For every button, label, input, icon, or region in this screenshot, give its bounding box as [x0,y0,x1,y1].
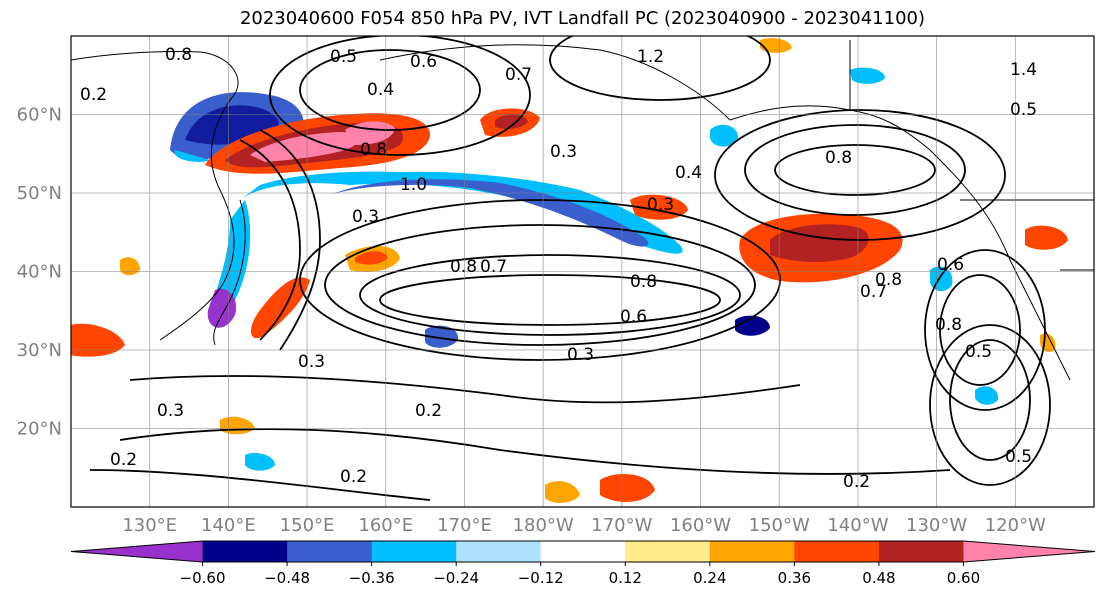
contour-label: 0.3 [298,352,325,372]
longitude-tick-label: 150°W [749,515,810,536]
contour-label: 0.5 [965,342,992,362]
contour-label: 0.3 [647,195,674,215]
colorbar-tick-label: 0.48 [862,569,895,587]
colorbar-swatch [202,541,288,562]
map-title: 2023040600 F054 850 hPa PV, IVT Landfall… [239,8,926,29]
colorbar-tick-label: −0.12 [518,569,564,587]
longitude-tick-label: 130°E [122,515,177,536]
contour-label: 0.8 [935,315,962,335]
contour-label: 0.6 [620,307,647,327]
colorbar-swatch [963,541,1095,562]
colorbar-tick-label: 0.60 [947,569,980,587]
longitude-tick-label: 180°W [513,515,574,536]
colorbar-tick-label: −0.24 [433,569,479,587]
longitude-tick-label: 160°W [670,515,731,536]
contour-label: 1.0 [400,175,427,195]
contour-label: 0.8 [875,270,902,290]
contour-label: 0.2 [843,472,870,492]
colorbar-swatch [709,541,795,562]
contour-label: 0.8 [450,257,477,277]
contour-label: 0.3 [550,142,577,162]
colorbar-swatch [71,541,203,562]
ivt-contours [89,36,1051,501]
contour-label: 1.2 [637,47,664,67]
colorbar-tick-label: 0.12 [609,569,642,587]
contour-label: 0.2 [415,401,442,421]
contour-label: 0.7 [480,257,507,277]
colorbar-tick-label: 0.24 [693,569,726,587]
contour-label: 0.2 [110,450,137,470]
latitude-tick-label: 60°N [17,105,62,126]
contour-label: 0.8 [360,140,387,160]
contour-label: 0.2 [80,85,107,105]
colorbar-swatch [794,541,880,562]
colorbar: −0.60 −0.48 −0.36 −0.24 −0.12 0.12 0.24 0.36 0.4… [70,540,1096,587]
longitude-tick-label: 170°E [437,515,492,536]
latitude-tick-label: 20°N [17,419,62,440]
contour-label: 0.3 [157,401,184,421]
contour-label: 0.5 [1005,447,1032,467]
contour-label: 0.7 [860,282,887,302]
contour-label: 0.4 [675,163,702,183]
gridlines [71,36,1094,507]
pv-shading [71,38,1068,503]
contour-label: 0.8 [630,272,657,292]
latitude-labels: 60°N 50°N 40°N 30°N 20°N [17,105,62,440]
longitude-tick-label: 170°W [591,515,652,536]
longitude-tick-label: 130°W [906,515,967,536]
colorbar-swatch [540,541,626,562]
map-frame [70,35,1095,508]
contour-labels: 0.8 0.5 0.6 1.2 1.4 0.2 0.3 0.4 0.7 0.8 … [80,45,1037,492]
contour-label: 0.2 [340,467,367,487]
latitude-tick-label: 30°N [17,340,62,361]
longitude-tick-label: 140°W [827,515,888,536]
contour-label: 0.6 [410,52,437,72]
colorbar-swatch [456,541,542,562]
longitude-tick-label: 160°E [358,515,413,536]
contour-label: 0.8 [165,45,192,65]
longitude-tick-label: 120°W [985,515,1046,536]
contour-label: 0.5 [330,47,357,67]
longitude-tick-label: 150°E [280,515,335,536]
contour-label: 1.4 [1010,60,1037,80]
contour-label: 0.8 [825,148,852,168]
colorbar-tick-label: 0.36 [778,569,811,587]
colorbar-tick-label: −0.48 [264,569,310,587]
coastlines [71,40,1094,381]
colorbar-swatch [878,541,964,562]
colorbar-swatch [625,541,711,562]
longitude-tick-label: 140°E [201,515,256,536]
colorbar-swatch [371,541,457,562]
colorbar-swatch [287,541,373,562]
contour-label: 0.3 [567,345,594,365]
latitude-tick-label: 40°N [17,262,62,283]
contour-label: 0.5 [1010,100,1037,120]
colorbar-tick-label: −0.36 [349,569,395,587]
colorbar-tick-label: −0.60 [180,569,226,587]
longitude-labels: 130°E 140°E 150°E 160°E 170°E 180°W 170°W 160°W… [122,515,1046,536]
contour-label: 0.6 [937,255,964,275]
latitude-tick-label: 50°N [17,183,62,204]
contour-label: 0.3 [352,207,379,227]
contour-label: 0.4 [367,80,394,100]
contour-label: 0.7 [505,65,532,85]
